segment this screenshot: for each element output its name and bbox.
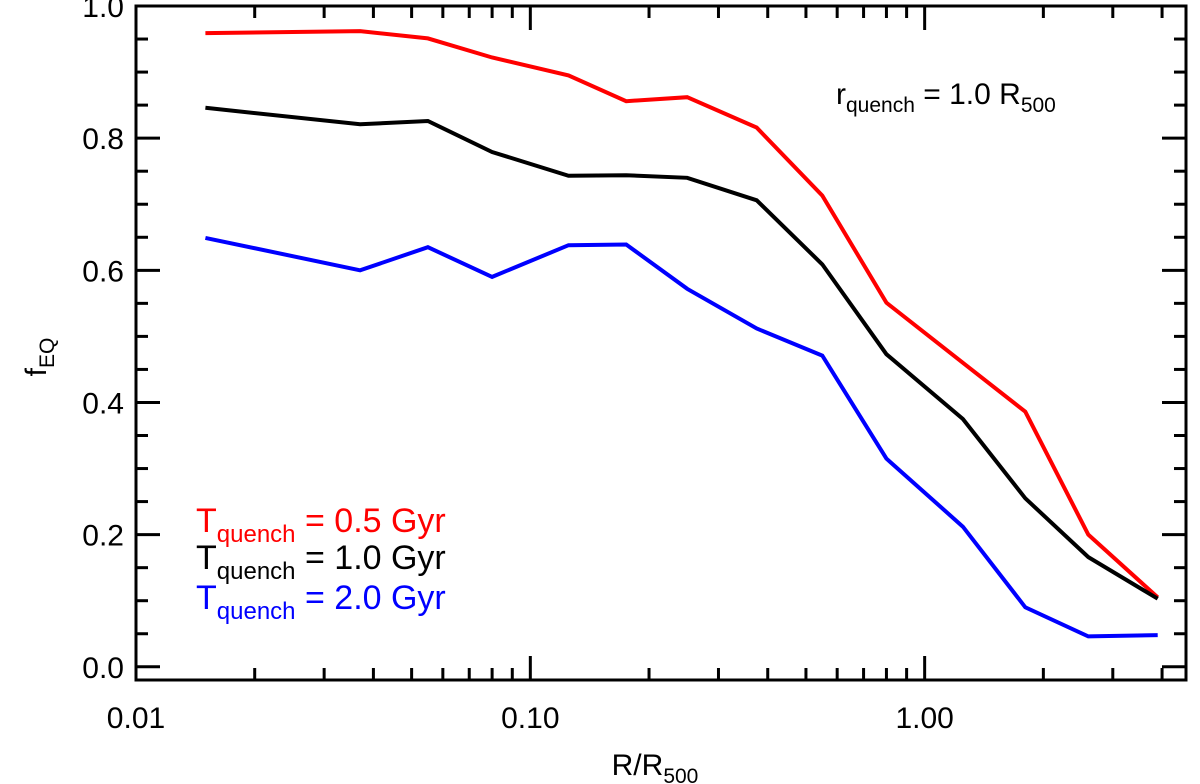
- y-tick-labels: 0.0 0.2 0.4 0.6 0.8 1.0: [82, 0, 124, 685]
- x-tick-labels: 0.01 0.10 1.00: [107, 702, 954, 735]
- y-tick-label-4: 0.8: [82, 123, 124, 156]
- series-line-2.0-gyr: [204, 235, 1158, 639]
- minor-ticks: [136, 6, 1186, 680]
- y-tick-label-2: 0.4: [82, 387, 124, 420]
- legend-entry-1: Tquench = 1.0 Gyr: [196, 539, 446, 585]
- series-line-0.5-gyr: [205, 29, 1160, 599]
- y-tick-label-5: 1.0: [82, 0, 124, 24]
- annotation-r-quench: rquench = 1.0 R500: [836, 78, 1056, 117]
- x-axis-label: R/R500: [612, 749, 699, 784]
- x-tick-label-0: 0.01: [107, 702, 165, 735]
- legend: Tquench = 0.5 Gyr Tquench = 1.0 Gyr Tque…: [196, 502, 446, 625]
- series-lines: [204, 29, 1160, 639]
- y-tick-label-1: 0.2: [82, 520, 124, 553]
- y-tick-label-0: 0.0: [82, 652, 124, 685]
- y-axis-label: fEQ: [20, 338, 59, 377]
- x-tick-label-2: 1.00: [895, 702, 953, 735]
- series-line-1.0-gyr: [205, 105, 1159, 601]
- x-tick-label-1: 0.10: [501, 702, 559, 735]
- y-tick-label-3: 0.6: [82, 255, 124, 288]
- legend-entry-2: Tquench = 2.0 Gyr: [196, 579, 446, 625]
- legend-entry-0: Tquench = 0.5 Gyr: [196, 502, 446, 548]
- plot-frame: [134, 4, 1188, 682]
